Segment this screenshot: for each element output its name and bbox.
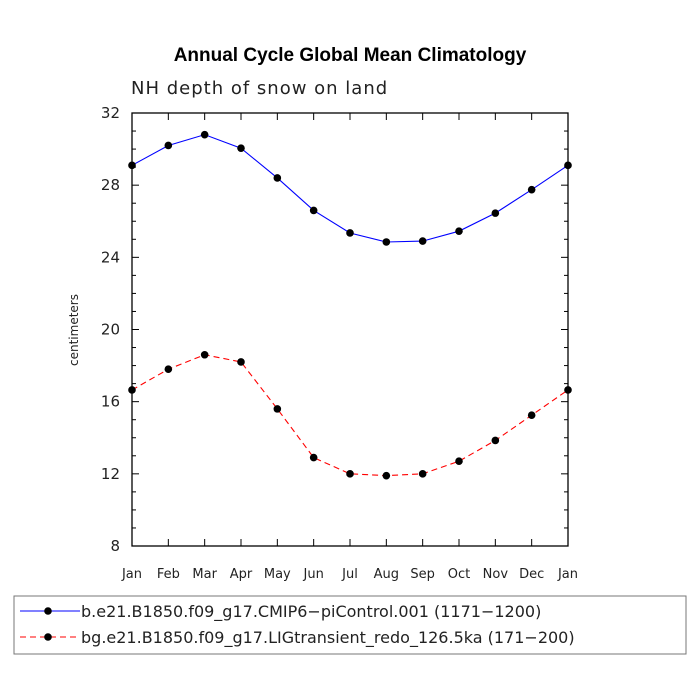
x-tick-label: Mar	[192, 567, 217, 582]
data-point-series-1	[528, 186, 536, 194]
y-tick-label: 28	[101, 176, 120, 194]
y-tick-label: 32	[101, 104, 120, 122]
data-point-series-2	[383, 472, 391, 480]
x-tick-label: Jan	[121, 567, 142, 582]
x-tick-label: Jul	[341, 567, 358, 582]
legend-marker-1	[44, 607, 52, 615]
legend-label-2: bg.e21.B1850.f09_g17.LIGtransient_redo_1…	[81, 628, 575, 648]
data-point-series-2	[237, 358, 245, 366]
y-tick-label: 20	[101, 321, 120, 339]
x-tick-labels: Jan Feb Mar Apr May Jun Jul Aug Sep Oct Nov Dec Jan	[121, 567, 578, 582]
data-point-series-2	[346, 470, 354, 478]
axis-ticks	[132, 113, 568, 546]
x-tick-label: Jun	[303, 567, 324, 582]
y-axis-label: centimeters	[67, 294, 81, 366]
chart-title: Annual Cycle Global Mean Climatology	[174, 45, 527, 66]
chart-subtitle: NH depth of snow on land	[131, 78, 388, 99]
y-tick-labels: 8 12 16 20 24 28 32	[101, 104, 120, 555]
data-point-series-2	[310, 454, 318, 462]
data-point-series-1	[237, 144, 245, 152]
data-point-series-1	[274, 174, 282, 182]
series-line-2	[132, 355, 568, 476]
x-tick-label: Jan	[557, 567, 578, 582]
data-point-series-2	[201, 351, 209, 359]
series-line-1	[132, 135, 568, 242]
data-point-series-1	[383, 238, 391, 246]
plot-frame	[132, 113, 568, 546]
data-point-series-2	[165, 365, 173, 373]
x-tick-label: Oct	[448, 567, 470, 582]
x-tick-label: Feb	[157, 567, 180, 582]
data-point-series-2	[419, 470, 427, 478]
x-tick-label: Sep	[410, 567, 435, 582]
data-point-series-1	[201, 131, 209, 139]
x-tick-label: Apr	[230, 567, 253, 582]
data-point-series-1	[492, 209, 500, 217]
y-tick-label: 8	[110, 537, 120, 555]
legend: b.e21.B1850.f09_g17.CMIP6−piControl.001 …	[14, 596, 686, 654]
series-layer	[128, 131, 572, 480]
data-point-series-1	[310, 207, 318, 215]
data-point-series-1	[455, 227, 463, 235]
legend-label-1: b.e21.B1850.f09_g17.CMIP6−piControl.001 …	[81, 602, 541, 622]
legend-marker-2	[44, 633, 52, 641]
x-tick-label: Dec	[519, 567, 544, 582]
data-point-series-2	[528, 411, 536, 419]
data-point-series-2	[455, 457, 463, 465]
x-tick-label: Aug	[374, 567, 399, 582]
data-point-series-2	[492, 437, 500, 445]
data-point-series-1	[165, 142, 173, 150]
y-tick-label: 12	[101, 465, 120, 483]
y-tick-label: 24	[101, 248, 120, 266]
data-point-series-2	[274, 405, 282, 413]
data-point-series-1	[346, 229, 354, 237]
y-tick-label: 16	[101, 393, 120, 411]
x-tick-label: May	[264, 567, 291, 582]
x-tick-label: Nov	[483, 567, 509, 582]
data-point-series-1	[419, 237, 427, 245]
chart: Annual Cycle Global Mean Climatology NH …	[0, 0, 700, 700]
